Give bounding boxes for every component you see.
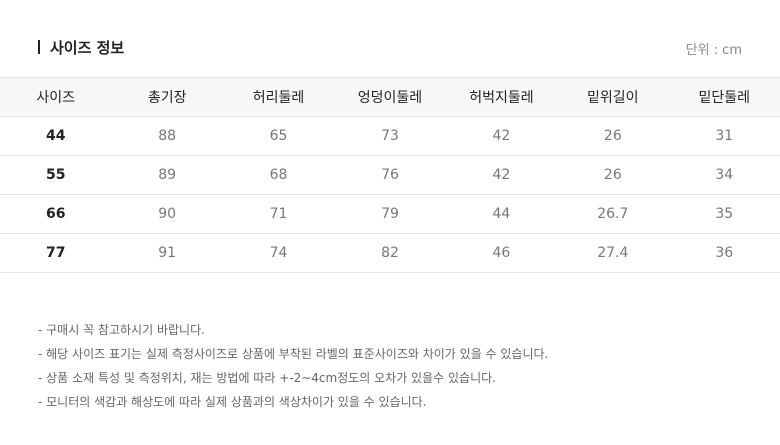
value-cell: 90 — [111, 194, 223, 234]
column-header: 밑단둘레 — [668, 77, 780, 117]
table-row: 44 88 65 73 42 26 31 — [0, 116, 780, 156]
value-cell: 82 — [334, 233, 446, 273]
size-cell: 55 — [0, 155, 112, 195]
table-row: 66 90 71 79 44 26.7 35 — [0, 194, 780, 234]
value-cell: 76 — [334, 155, 446, 195]
column-header: 허벅지둘레 — [445, 77, 558, 117]
value-cell: 68 — [222, 155, 335, 195]
value-cell: 46 — [445, 233, 558, 273]
value-cell: 27.4 — [557, 233, 669, 273]
value-cell: 74 — [222, 233, 335, 273]
note-item: - 구매시 꼭 참고하시기 바랍니다. — [38, 323, 205, 337]
title-bar-marker — [38, 40, 40, 54]
column-header: 허리둘레 — [222, 77, 335, 117]
value-cell: 71 — [222, 194, 335, 234]
value-cell: 26 — [557, 155, 669, 195]
size-table: 사이즈 총기장 허리둘레 엉덩이둘레 허벅지둘레 밑위길이 밑단둘레 44 88 65 73 42 2… — [0, 77, 780, 273]
value-cell: 36 — [668, 233, 780, 273]
value-cell: 42 — [445, 116, 558, 156]
table-row: 55 89 68 76 42 26 34 — [0, 155, 780, 195]
value-cell: 79 — [334, 194, 446, 234]
table-header-row: 사이즈 총기장 허리둘레 엉덩이둘레 허벅지둘레 밑위길이 밑단둘레 — [0, 77, 780, 117]
size-cell: 66 — [0, 194, 112, 234]
table-row: 77 91 74 82 46 27.4 36 — [0, 233, 780, 273]
value-cell: 34 — [668, 155, 780, 195]
value-cell: 44 — [445, 194, 558, 234]
value-cell: 65 — [222, 116, 335, 156]
section-title: 사이즈 정보 — [38, 37, 124, 57]
value-cell: 26 — [557, 116, 669, 156]
size-cell: 44 — [0, 116, 112, 156]
notes-list: - 구매시 꼭 참고하시기 바랍니다. - 해당 사이즈 표기는 실제 측정사이즈… — [38, 320, 548, 416]
size-cell: 77 — [0, 233, 112, 273]
value-cell: 26.7 — [557, 194, 669, 234]
value-cell: 42 — [445, 155, 558, 195]
note-item: - 상품 소재 특성 및 측정위치, 재는 방법에 따라 +-2~4cm정도의 … — [38, 371, 496, 385]
note-item: - 해당 사이즈 표기는 실제 측정사이즈로 상품에 부착된 라벨의 표준사이즈… — [38, 347, 549, 361]
value-cell: 88 — [111, 116, 223, 156]
value-cell: 73 — [334, 116, 446, 156]
value-cell: 35 — [668, 194, 780, 234]
column-header: 사이즈 — [0, 77, 112, 117]
unit-label: 단위 : cm — [685, 43, 742, 58]
value-cell: 91 — [111, 233, 223, 273]
value-cell: 89 — [111, 155, 223, 195]
value-cell: 31 — [668, 116, 780, 156]
column-header: 총기장 — [111, 77, 223, 117]
section-title-text: 사이즈 정보 — [50, 38, 125, 57]
column-header: 밑위길이 — [557, 77, 669, 117]
column-header: 엉덩이둘레 — [334, 77, 446, 117]
note-item: - 모니터의 색감과 해상도에 따라 실제 상품과의 색상차이가 있을 수 있습… — [38, 395, 427, 409]
